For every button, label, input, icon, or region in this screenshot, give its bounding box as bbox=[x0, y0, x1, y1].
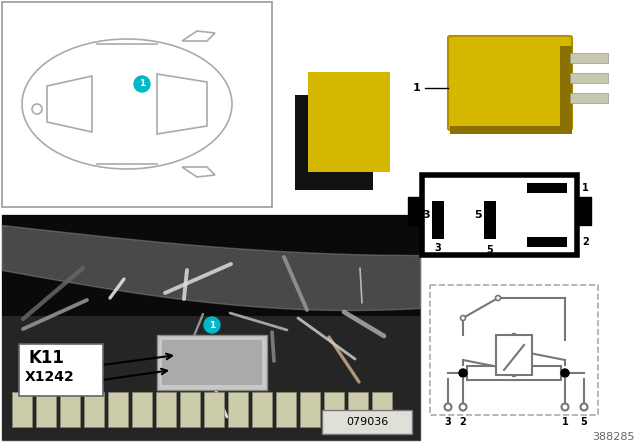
Bar bbox=[295, 95, 373, 190]
Bar bbox=[527, 237, 567, 247]
Bar bbox=[300, 392, 320, 427]
Bar bbox=[430, 285, 598, 415]
FancyBboxPatch shape bbox=[19, 344, 103, 396]
Bar bbox=[450, 126, 572, 134]
Bar bbox=[570, 93, 608, 103]
Circle shape bbox=[580, 404, 588, 410]
Bar bbox=[132, 392, 152, 427]
Bar bbox=[2, 2, 272, 207]
Bar bbox=[560, 46, 572, 128]
Bar bbox=[322, 410, 412, 434]
Text: 1: 1 bbox=[562, 417, 568, 427]
Bar bbox=[180, 392, 200, 427]
Bar bbox=[204, 392, 224, 427]
Circle shape bbox=[561, 369, 569, 377]
Bar bbox=[276, 392, 296, 427]
Bar bbox=[157, 335, 267, 390]
Text: 1: 1 bbox=[139, 79, 145, 89]
Bar bbox=[432, 201, 444, 239]
Text: 1: 1 bbox=[209, 320, 215, 329]
Bar bbox=[408, 197, 422, 225]
Bar bbox=[467, 366, 561, 380]
Bar bbox=[308, 72, 390, 172]
Text: 079036: 079036 bbox=[346, 417, 388, 427]
Circle shape bbox=[561, 404, 568, 410]
Text: 5: 5 bbox=[580, 417, 588, 427]
Bar bbox=[156, 392, 176, 427]
Bar bbox=[84, 392, 104, 427]
Bar bbox=[2, 215, 420, 440]
Bar bbox=[228, 392, 248, 427]
Bar bbox=[2, 316, 420, 440]
Text: 3: 3 bbox=[445, 417, 451, 427]
Bar bbox=[2, 215, 420, 316]
Bar bbox=[12, 392, 32, 427]
Bar bbox=[36, 392, 56, 427]
Bar bbox=[527, 183, 567, 193]
Text: 2: 2 bbox=[582, 237, 589, 247]
Text: 2: 2 bbox=[460, 417, 467, 427]
Circle shape bbox=[495, 296, 500, 301]
Bar bbox=[570, 53, 608, 63]
Text: 1: 1 bbox=[582, 183, 589, 193]
Bar bbox=[252, 392, 272, 427]
Circle shape bbox=[460, 404, 467, 410]
Bar bbox=[108, 392, 128, 427]
Text: 5: 5 bbox=[474, 210, 482, 220]
Bar bbox=[348, 392, 368, 427]
Circle shape bbox=[459, 369, 467, 377]
Circle shape bbox=[134, 76, 150, 92]
Text: 3: 3 bbox=[435, 243, 442, 253]
Text: 388285: 388285 bbox=[593, 432, 635, 442]
Circle shape bbox=[204, 317, 220, 333]
Text: X1242: X1242 bbox=[25, 370, 75, 384]
Text: 1: 1 bbox=[412, 83, 420, 93]
Bar bbox=[324, 392, 344, 427]
Bar bbox=[577, 197, 591, 225]
Bar bbox=[496, 335, 532, 375]
Text: 3: 3 bbox=[422, 210, 430, 220]
Bar bbox=[422, 175, 577, 255]
FancyBboxPatch shape bbox=[448, 36, 572, 130]
Text: K11: K11 bbox=[28, 349, 64, 367]
Bar bbox=[372, 392, 392, 427]
Circle shape bbox=[461, 315, 465, 320]
Circle shape bbox=[445, 404, 451, 410]
Bar bbox=[60, 392, 80, 427]
Bar bbox=[570, 73, 608, 83]
Text: 5: 5 bbox=[486, 245, 493, 255]
Bar bbox=[484, 201, 496, 239]
Bar bbox=[162, 340, 262, 385]
